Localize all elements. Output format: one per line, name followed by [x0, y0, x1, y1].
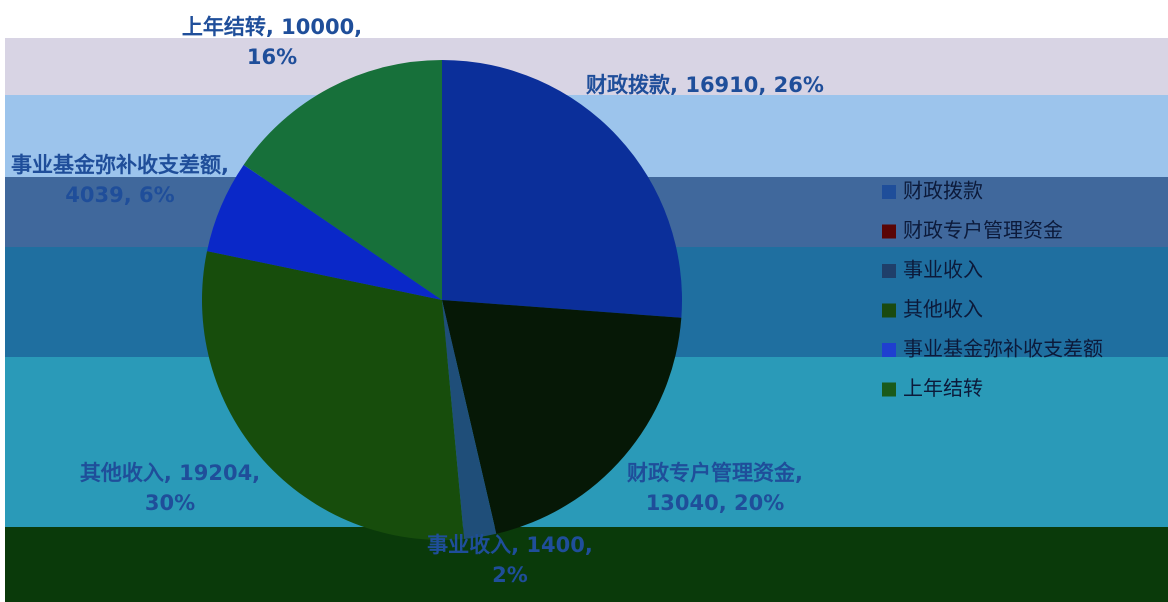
legend-swatch: [882, 224, 896, 239]
data-label: 上年结转, 10000, 16%: [181, 15, 363, 69]
legend-label: 财政拨款: [903, 179, 983, 203]
band: [5, 527, 1168, 602]
data-label: 财政拨款, 16910, 26%: [586, 73, 824, 97]
pie-slice: [243, 60, 442, 300]
legend-label: 上年结转: [903, 376, 983, 400]
pie-slice: [442, 300, 682, 534]
legend-label: 事业收入: [903, 258, 983, 282]
pie-slice: [442, 60, 682, 318]
pie-slice: [442, 300, 497, 539]
legend-swatch: [882, 185, 896, 199]
legend-label: 事业基金弥补收支差额: [903, 337, 1103, 361]
pie-slice: [207, 164, 442, 300]
legend-swatch: [882, 264, 896, 278]
legend-swatch: [882, 382, 896, 397]
data-label: 财政专户管理资金, 13040, 20%: [627, 461, 803, 515]
legend-label: 财政专户管理资金: [903, 218, 1063, 242]
band: [5, 38, 1168, 95]
legend-swatch: [882, 343, 896, 357]
data-label: 其他收入, 19204, 30%: [79, 461, 261, 515]
data-label: 事业收入, 1400, 2%: [427, 533, 593, 587]
legend-label: 其他收入: [903, 297, 983, 321]
pie-slice: [202, 251, 465, 541]
legend-swatch: [882, 303, 896, 318]
data-label: 事业基金弥补收支差额, 4039, 6%: [11, 153, 229, 207]
